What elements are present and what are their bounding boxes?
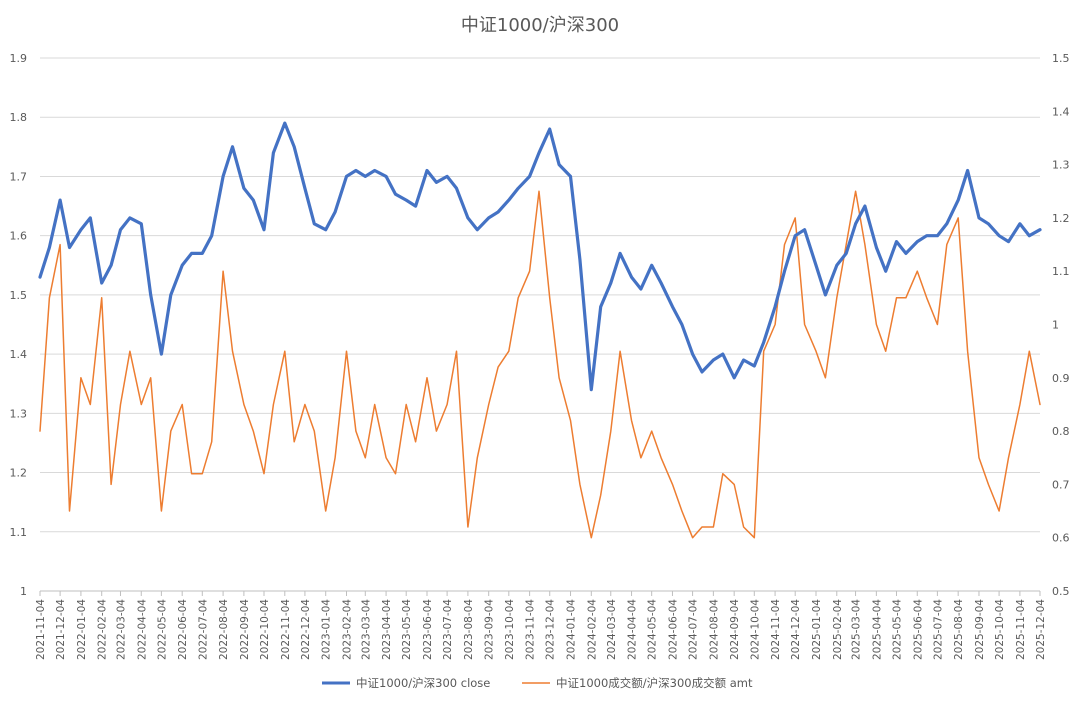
right-axis-tick-label: 0.6 <box>1052 532 1070 545</box>
x-axis-tick-label: 2022-02-04 <box>97 599 109 660</box>
right-axis-tick-label: 1.1 <box>1052 265 1070 278</box>
x-axis-tick-label: 2023-09-04 <box>484 599 496 660</box>
series-line-amt <box>39 190 1041 539</box>
x-axis-tick-label: 2023-12-04 <box>545 599 557 660</box>
x-axis-tick-label: 2021-11-04 <box>35 599 47 660</box>
left-axis-tick-label: 1.4 <box>10 348 28 361</box>
right-axis-ticks: 0.5 0.6 0.7 0.8 0.9 1 1.1 1.2 1.3 1.4 1.5 <box>1052 52 1070 598</box>
x-axis-tick-label: 2022-05-04 <box>156 599 168 660</box>
x-axis-tick-label: 2025-03-04 <box>851 599 863 660</box>
x-axis-tick-label: 2023-01-04 <box>321 599 333 660</box>
x-axis-tick-label: 2022-08-04 <box>218 599 230 660</box>
left-axis-tick-label: 1.9 <box>10 52 28 65</box>
series-line-close <box>38 121 1042 392</box>
right-axis-tick-label: 1.4 <box>1052 105 1070 118</box>
left-axis-tick-label: 1 <box>20 585 27 598</box>
x-axis-tick-label: 2022-04-04 <box>136 599 148 660</box>
x-axis-tick-label: 2023-05-04 <box>401 599 413 660</box>
x-axis-tick-label: 2021-12-04 <box>55 599 67 660</box>
x-axis-tick-label: 2023-03-04 <box>360 599 372 660</box>
x-axis-tick-label: 2024-12-04 <box>790 599 802 660</box>
x-axis-tick-label: 2023-11-04 <box>525 599 537 660</box>
left-axis-tick-label: 1.3 <box>10 407 28 420</box>
x-axis-tick-label: 2025-04-04 <box>871 599 883 660</box>
chart-title: 中证1000/沪深300 <box>461 15 619 36</box>
x-axis-tick-label: 2023-04-04 <box>381 599 393 660</box>
left-axis-tick-label: 1.6 <box>10 230 28 243</box>
left-axis-tick-label: 1.1 <box>10 526 28 539</box>
x-axis-tick-label: 2025-06-04 <box>912 599 924 660</box>
left-axis-tick-label: 1.5 <box>10 289 28 302</box>
x-axis-tick-label: 2023-06-04 <box>422 599 434 660</box>
x-axis-ticks: 2021-11-04 2021-12-04 2022-01-04 2022-02-04… <box>35 590 1047 660</box>
x-axis-tick-label: 2022-06-04 <box>177 599 189 660</box>
x-axis-tick-label: 2024-04-04 <box>627 599 639 660</box>
x-axis-tick-label: 2023-08-04 <box>463 599 475 660</box>
right-axis-tick-label: 0.8 <box>1052 425 1070 438</box>
x-axis-tick-label: 2025-10-04 <box>994 599 1006 660</box>
x-axis-tick-label: 2025-02-04 <box>832 599 844 660</box>
x-axis-tick-label: 2024-11-04 <box>770 599 782 660</box>
right-axis-tick-label: 0.5 <box>1052 585 1070 598</box>
x-axis-tick-label: 2022-09-04 <box>239 599 251 660</box>
x-axis-tick-label: 2025-07-04 <box>932 599 944 660</box>
x-axis-tick-label: 2025-12-04 <box>1035 599 1047 660</box>
left-axis-tick-label: 1.7 <box>10 170 28 183</box>
right-axis-tick-label: 1 <box>1052 319 1059 332</box>
right-axis-tick-label: 1.5 <box>1052 52 1070 65</box>
x-axis-tick-label: 2025-05-04 <box>891 599 903 660</box>
left-axis-tick-label: 1.8 <box>10 111 28 124</box>
x-axis-tick-label: 2022-07-04 <box>197 599 209 660</box>
x-axis-tick-label: 2025-08-04 <box>953 599 965 660</box>
x-axis-tick-label: 2023-02-04 <box>342 599 354 660</box>
x-axis-tick-label: 2024-01-04 <box>566 599 578 660</box>
x-axis-tick-label: 2024-06-04 <box>667 599 679 660</box>
x-axis-tick-label: 2025-09-04 <box>974 599 986 660</box>
x-axis-tick-label: 2023-07-04 <box>442 599 454 660</box>
x-axis-tick-label: 2024-02-04 <box>586 599 598 660</box>
x-axis-tick-label: 2022-10-04 <box>259 599 271 660</box>
x-axis-tick-label: 2025-11-04 <box>1015 599 1027 660</box>
right-axis-tick-label: 0.7 <box>1052 478 1070 491</box>
x-axis-tick-label: 2025-01-04 <box>811 599 823 660</box>
left-axis-ticks: 1 1.1 1.2 1.3 1.4 1.5 1.6 1.7 1.8 1.9 <box>10 52 28 598</box>
right-axis-tick-label: 1.2 <box>1052 212 1070 225</box>
x-axis-tick-label: 2024-07-04 <box>688 599 700 660</box>
x-axis-tick-label: 2024-03-04 <box>606 599 618 660</box>
x-axis-tick-label: 2024-05-04 <box>647 599 659 660</box>
left-axis-tick-label: 1.2 <box>10 467 28 480</box>
x-axis-tick-label: 2022-03-04 <box>115 599 127 660</box>
x-axis-tick-label: 2024-08-04 <box>708 599 720 660</box>
gridlines <box>40 57 1040 592</box>
legend-label-amt: 中证1000成交额/沪深300成交额 amt <box>556 676 753 690</box>
right-axis-tick-label: 1.3 <box>1052 159 1070 172</box>
x-axis-tick-label: 2024-10-04 <box>749 599 761 660</box>
right-axis-tick-label: 0.9 <box>1052 372 1070 385</box>
series-lines <box>38 121 1042 539</box>
x-axis-tick-label: 2023-10-04 <box>504 599 516 660</box>
legend: 中证1000/沪深300 close 中证1000成交额/沪深300成交额 am… <box>322 676 753 690</box>
x-axis-tick-label: 2022-12-04 <box>300 599 312 660</box>
x-axis-tick-label: 2022-01-04 <box>76 599 88 660</box>
x-axis-tick-label: 2024-09-04 <box>729 599 741 660</box>
x-axis-tick-label: 2022-11-04 <box>280 599 292 660</box>
legend-label-close: 中证1000/沪深300 close <box>356 676 490 690</box>
